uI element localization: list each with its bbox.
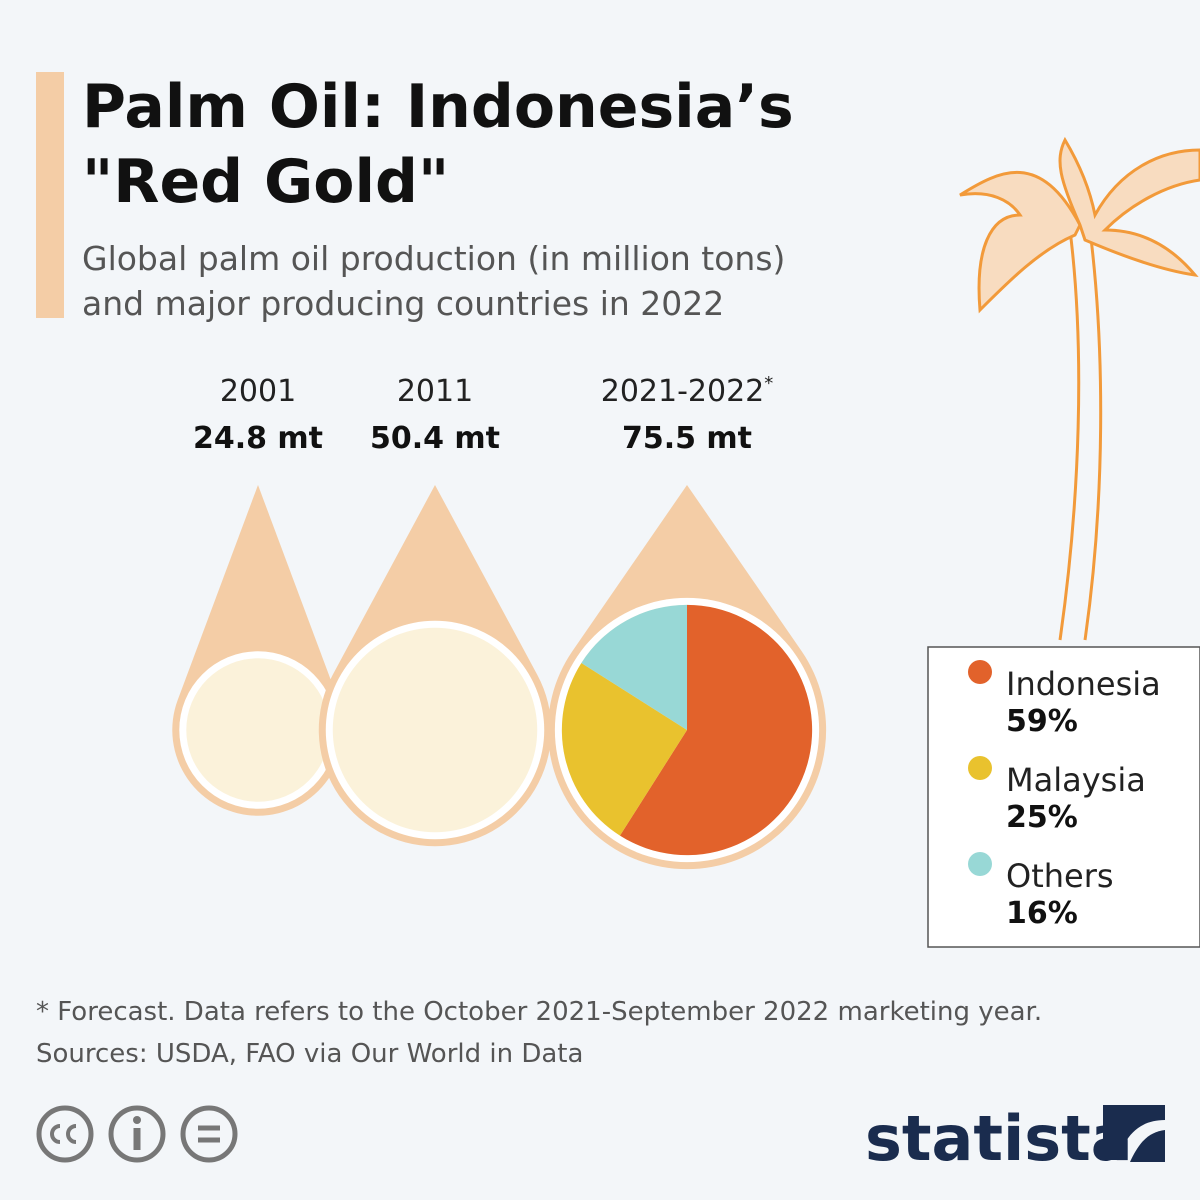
subtitle: and major producing countries in 2022: [82, 284, 724, 323]
drop-year: 2001: [220, 374, 296, 409]
drop-circle: [332, 627, 538, 833]
drop-year: 2021-2022*: [601, 373, 774, 409]
legend-value: 25%: [1006, 800, 1078, 835]
subtitle: Global palm oil production (in million t…: [82, 239, 785, 278]
legend-label: Indonesia: [1006, 665, 1161, 703]
legend-value: 59%: [1006, 704, 1078, 739]
footnote: * Forecast. Data refers to the October 2…: [36, 997, 1042, 1027]
legend-value: 16%: [1006, 896, 1078, 931]
source: Sources: USDA, FAO via Our World in Data: [36, 1039, 583, 1069]
palm-tree: [959, 136, 1200, 641]
drop-value: 75.5 mt: [622, 421, 752, 456]
drop-year-text: 2011: [397, 374, 473, 409]
brand-icon: [1103, 1105, 1165, 1162]
drop-value: 24.8 mt: [193, 421, 323, 456]
brand: statista: [865, 1102, 1133, 1175]
drop-year-text: 2001: [220, 374, 296, 409]
pie-slice: [619, 604, 813, 856]
legend-label: Malaysia: [1006, 761, 1146, 799]
drop-year-text: 2021-2022: [601, 374, 765, 409]
pie-slice: [561, 662, 687, 836]
footnote-mark: *: [764, 373, 773, 394]
drop-year: 2011: [397, 374, 473, 409]
legend-label: Others: [1006, 857, 1114, 895]
license-icons: [36, 1105, 238, 1163]
accent-bar: [36, 72, 64, 318]
pie-slice: [581, 604, 687, 730]
title: Palm Oil: Indonesia’s: [82, 72, 794, 142]
legend-box: [927, 646, 1200, 948]
drop-value: 50.4 mt: [370, 421, 500, 456]
legend-dot: [968, 852, 992, 876]
drop-circle: [186, 658, 330, 802]
legend-dot: [968, 756, 992, 780]
legend-dot: [968, 660, 992, 684]
title: "Red Gold": [82, 147, 449, 217]
